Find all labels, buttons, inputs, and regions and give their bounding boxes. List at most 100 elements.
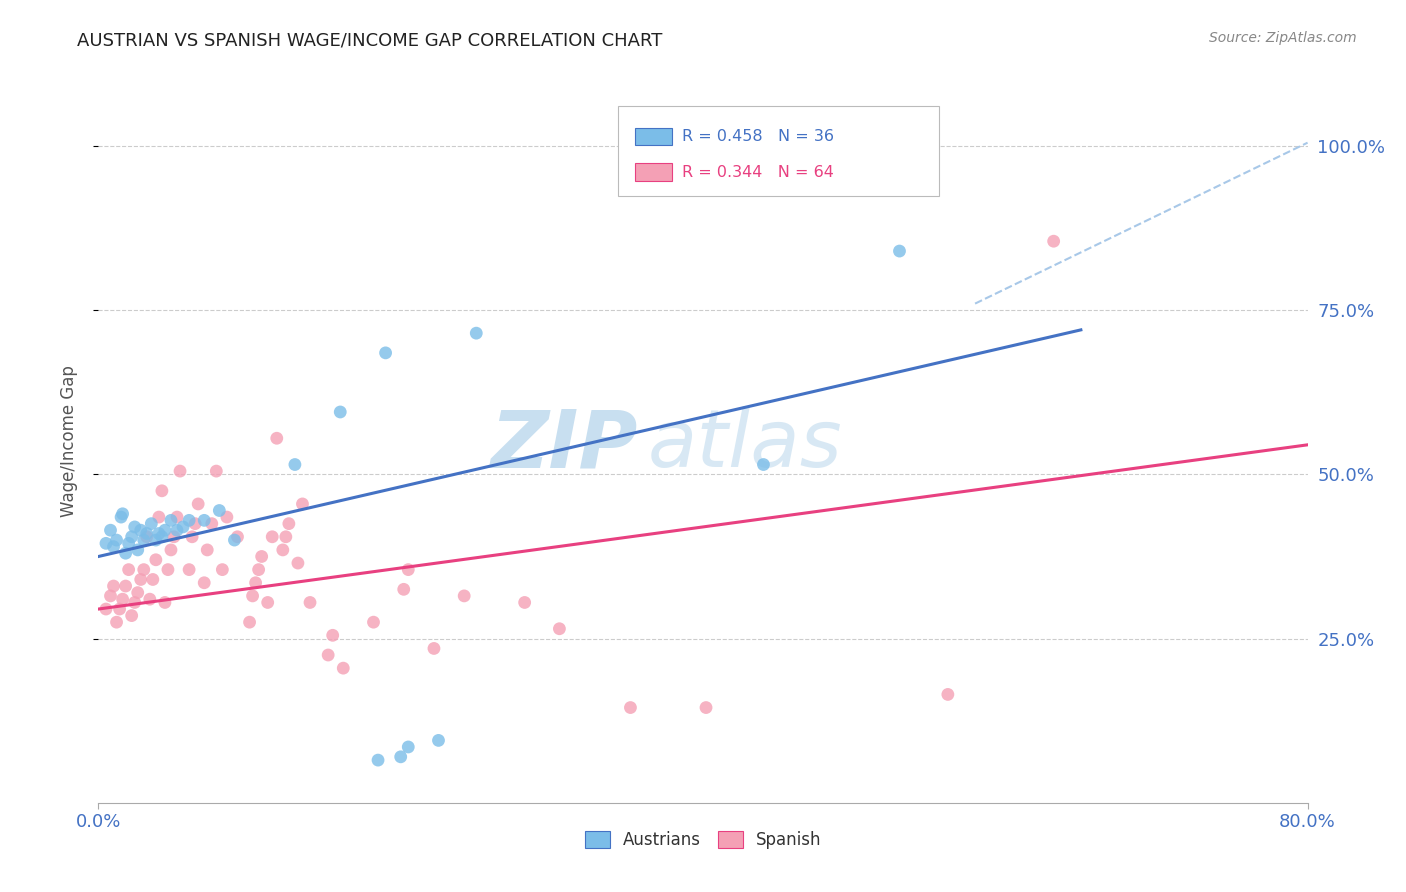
- Point: [132, 533, 155, 547]
- Point: [141, 516, 163, 531]
- Point: [211, 563, 233, 577]
- FancyBboxPatch shape: [636, 128, 672, 145]
- Point: [169, 464, 191, 478]
- Point: [187, 497, 209, 511]
- Point: [193, 575, 215, 590]
- Point: [111, 507, 134, 521]
- Text: atlas: atlas: [648, 406, 842, 484]
- Point: [114, 546, 136, 560]
- Text: AUSTRIAN VS SPANISH WAGE/INCOME GAP CORRELATION CHART: AUSTRIAN VS SPANISH WAGE/INCOME GAP CORR…: [77, 31, 662, 49]
- Point: [239, 615, 262, 630]
- Point: [179, 563, 201, 577]
- Point: [277, 516, 299, 531]
- Point: [427, 733, 450, 747]
- Point: [274, 530, 297, 544]
- Point: [150, 530, 173, 544]
- Point: [163, 530, 186, 544]
- Point: [160, 513, 183, 527]
- Point: [121, 608, 143, 623]
- Point: [129, 573, 152, 587]
- Point: [103, 540, 125, 554]
- Point: [201, 516, 224, 531]
- Y-axis label: Wage/Income Gap: Wage/Income Gap: [59, 366, 77, 517]
- Point: [160, 542, 183, 557]
- Point: [389, 749, 412, 764]
- Point: [179, 513, 201, 527]
- Point: [166, 523, 188, 537]
- Point: [242, 589, 264, 603]
- Point: [465, 326, 488, 341]
- Point: [145, 553, 167, 567]
- Point: [299, 595, 322, 609]
- Point: [100, 589, 122, 603]
- Point: [224, 533, 246, 547]
- Point: [135, 530, 157, 544]
- Point: [329, 405, 352, 419]
- Point: [193, 513, 215, 527]
- Point: [108, 602, 131, 616]
- Point: [132, 563, 155, 577]
- Point: [889, 244, 911, 258]
- Point: [316, 648, 339, 662]
- Point: [392, 582, 415, 597]
- Point: [103, 579, 125, 593]
- Point: [619, 700, 641, 714]
- Point: [195, 542, 218, 557]
- Point: [284, 458, 307, 472]
- Point: [226, 530, 249, 544]
- Point: [208, 503, 231, 517]
- Point: [94, 536, 117, 550]
- Point: [695, 700, 717, 714]
- Point: [148, 510, 170, 524]
- Point: [262, 530, 284, 544]
- Point: [453, 589, 475, 603]
- Point: [266, 431, 288, 445]
- Point: [396, 563, 419, 577]
- FancyBboxPatch shape: [619, 105, 939, 196]
- Point: [291, 497, 314, 511]
- Text: R = 0.344   N = 64: R = 0.344 N = 64: [682, 164, 834, 179]
- Point: [215, 510, 238, 524]
- Point: [135, 526, 157, 541]
- Point: [548, 622, 571, 636]
- Point: [153, 595, 176, 609]
- Point: [396, 739, 419, 754]
- Point: [150, 483, 173, 498]
- Point: [271, 542, 294, 557]
- Point: [118, 536, 141, 550]
- Point: [181, 530, 204, 544]
- Point: [752, 458, 775, 472]
- Point: [148, 526, 170, 541]
- Point: [374, 346, 396, 360]
- Point: [111, 592, 134, 607]
- Point: [129, 523, 152, 537]
- Point: [247, 563, 270, 577]
- Point: [250, 549, 273, 564]
- Point: [423, 641, 446, 656]
- Point: [105, 533, 128, 547]
- Point: [127, 542, 149, 557]
- Point: [256, 595, 278, 609]
- Point: [1042, 234, 1064, 248]
- Text: Source: ZipAtlas.com: Source: ZipAtlas.com: [1209, 31, 1357, 45]
- FancyBboxPatch shape: [636, 163, 672, 181]
- Point: [145, 533, 167, 547]
- Text: ZIP: ZIP: [491, 406, 638, 484]
- Point: [105, 615, 128, 630]
- Point: [332, 661, 354, 675]
- Text: R = 0.458   N = 36: R = 0.458 N = 36: [682, 129, 834, 145]
- Point: [139, 592, 162, 607]
- Legend: Austrians, Spanish: Austrians, Spanish: [578, 824, 828, 856]
- Point: [110, 510, 132, 524]
- Point: [513, 595, 536, 609]
- Point: [936, 687, 959, 701]
- Point: [184, 516, 207, 531]
- Point: [127, 585, 149, 599]
- Point: [142, 573, 165, 587]
- Point: [118, 563, 141, 577]
- Point: [166, 510, 188, 524]
- Point: [205, 464, 228, 478]
- Point: [172, 520, 194, 534]
- Point: [100, 523, 122, 537]
- Point: [367, 753, 389, 767]
